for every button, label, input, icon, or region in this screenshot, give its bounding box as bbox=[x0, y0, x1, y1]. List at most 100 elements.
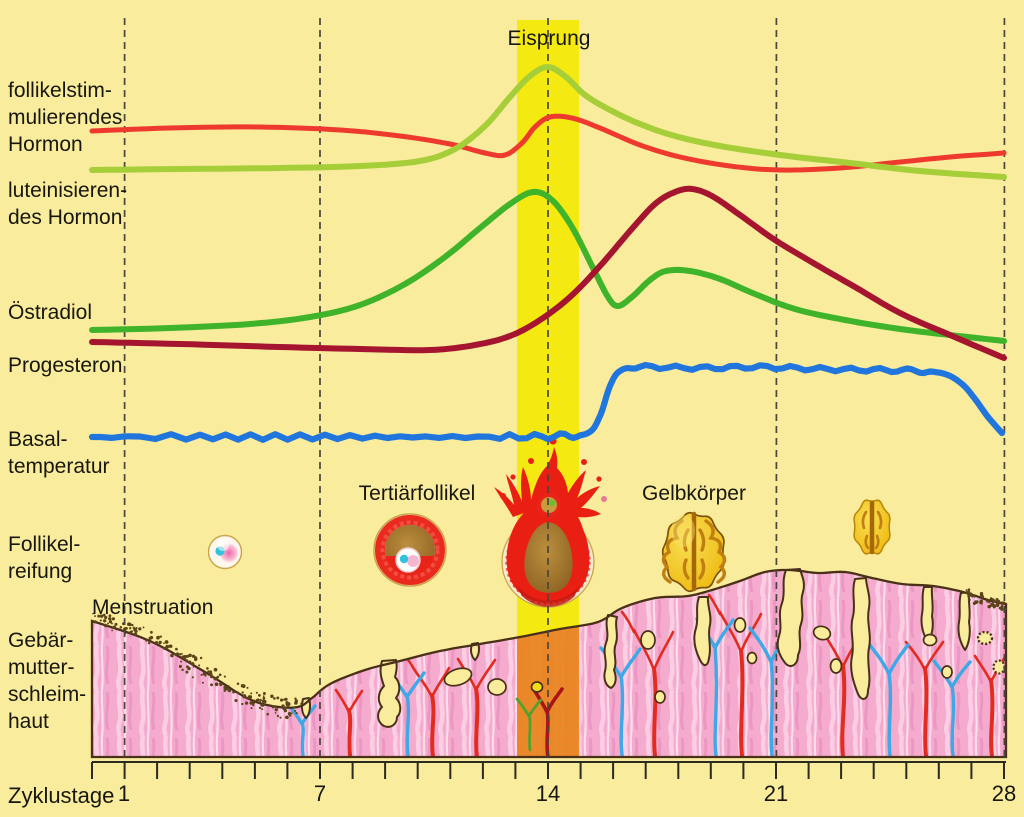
tick-label-7: 7 bbox=[313, 781, 327, 806]
estradiol-curve bbox=[89, 188, 1007, 344]
speckle bbox=[94, 615, 96, 618]
speckle bbox=[293, 709, 297, 712]
speckle bbox=[251, 701, 255, 705]
speckle bbox=[973, 595, 976, 598]
speckle bbox=[236, 682, 240, 685]
speckle bbox=[213, 667, 218, 672]
speckle bbox=[262, 692, 266, 695]
speckle bbox=[283, 709, 287, 713]
tick-label-14: 14 bbox=[535, 781, 561, 806]
speckle bbox=[122, 622, 125, 625]
speckle bbox=[241, 684, 246, 688]
speckle bbox=[259, 701, 262, 703]
speckle bbox=[181, 652, 183, 655]
speckle bbox=[260, 703, 263, 707]
label-basal: Basal- temperatur bbox=[8, 426, 110, 480]
speckle bbox=[250, 692, 253, 695]
speckle bbox=[185, 659, 189, 663]
speckle bbox=[179, 653, 182, 656]
speckle bbox=[142, 626, 145, 629]
basal-temperature-curve bbox=[88, 361, 1006, 443]
cycle-axis bbox=[91, 761, 1006, 779]
speckle bbox=[134, 629, 138, 633]
speckle bbox=[131, 623, 134, 627]
label-axis: Zyklustage bbox=[8, 783, 115, 808]
label-estradiol: Östradiol bbox=[8, 301, 93, 324]
speckle bbox=[1005, 608, 1007, 610]
speckle bbox=[295, 711, 298, 715]
speckle bbox=[112, 625, 117, 629]
speckle bbox=[149, 635, 154, 640]
speckle bbox=[188, 653, 192, 658]
speckle bbox=[225, 687, 229, 691]
green-twig bbox=[515, 697, 543, 752]
speckle bbox=[271, 705, 275, 709]
speckle bbox=[274, 708, 278, 712]
speckle bbox=[191, 676, 194, 679]
corpus-luteum-icon bbox=[661, 511, 727, 593]
speckle bbox=[198, 664, 201, 667]
label-corpus-luteum: Gelbkörper bbox=[642, 482, 746, 505]
speckle bbox=[93, 620, 97, 624]
speckle bbox=[102, 613, 106, 617]
tick-label-1: 1 bbox=[117, 781, 131, 806]
speckle bbox=[175, 652, 180, 656]
speckle bbox=[194, 657, 197, 660]
speckle bbox=[182, 655, 185, 658]
speckle bbox=[185, 670, 189, 674]
label-progesterone: Progesteron bbox=[8, 354, 123, 377]
tick-label-21: 21 bbox=[763, 781, 789, 806]
speckle bbox=[111, 617, 116, 621]
speckle bbox=[280, 698, 284, 702]
speckle bbox=[216, 675, 220, 679]
speckle bbox=[285, 715, 289, 720]
speckle bbox=[965, 589, 968, 591]
speckle bbox=[103, 619, 107, 623]
speckle bbox=[261, 708, 264, 711]
speckle bbox=[293, 706, 296, 709]
speckle bbox=[247, 697, 250, 701]
speckle bbox=[246, 686, 249, 689]
speckle bbox=[181, 668, 184, 672]
speckle bbox=[104, 615, 108, 620]
speckle bbox=[995, 601, 1000, 606]
speckle bbox=[123, 627, 127, 631]
label-lh: luteinisieren- des Hormon bbox=[8, 177, 127, 231]
speckle bbox=[992, 599, 996, 603]
follicle-row bbox=[207, 437, 891, 608]
speckle bbox=[236, 691, 240, 695]
speckle bbox=[158, 641, 162, 645]
speckle bbox=[170, 653, 174, 658]
degenerating-corpus-luteum-icon bbox=[853, 499, 891, 555]
speckle bbox=[111, 629, 113, 632]
speckle bbox=[129, 630, 133, 634]
speckle bbox=[119, 626, 123, 629]
speckle bbox=[163, 646, 167, 651]
speckle bbox=[159, 635, 162, 638]
speckle bbox=[234, 698, 238, 703]
speckle bbox=[188, 660, 192, 664]
day-guides bbox=[123, 18, 1006, 760]
speckle bbox=[209, 674, 214, 679]
speckle bbox=[270, 694, 274, 698]
speckle bbox=[967, 588, 971, 592]
speckle bbox=[243, 695, 247, 699]
speckle bbox=[290, 712, 293, 715]
axis-ticks bbox=[91, 762, 1005, 779]
corpus-luteum-folds bbox=[661, 519, 727, 584]
speckle bbox=[164, 640, 169, 644]
speckle bbox=[138, 627, 142, 631]
speckle bbox=[215, 683, 218, 687]
speckle bbox=[97, 614, 101, 618]
speckle bbox=[279, 716, 282, 719]
fsh-curve bbox=[89, 113, 1007, 173]
speckle bbox=[970, 593, 975, 598]
speckle bbox=[204, 674, 207, 677]
gland-clefts bbox=[301, 568, 971, 728]
speckle bbox=[154, 641, 159, 645]
speckle bbox=[219, 682, 223, 687]
label-fsh-line2: mulierendes bbox=[8, 106, 123, 129]
speckle bbox=[232, 690, 236, 694]
speckle bbox=[250, 707, 253, 710]
speckle bbox=[92, 612, 94, 615]
